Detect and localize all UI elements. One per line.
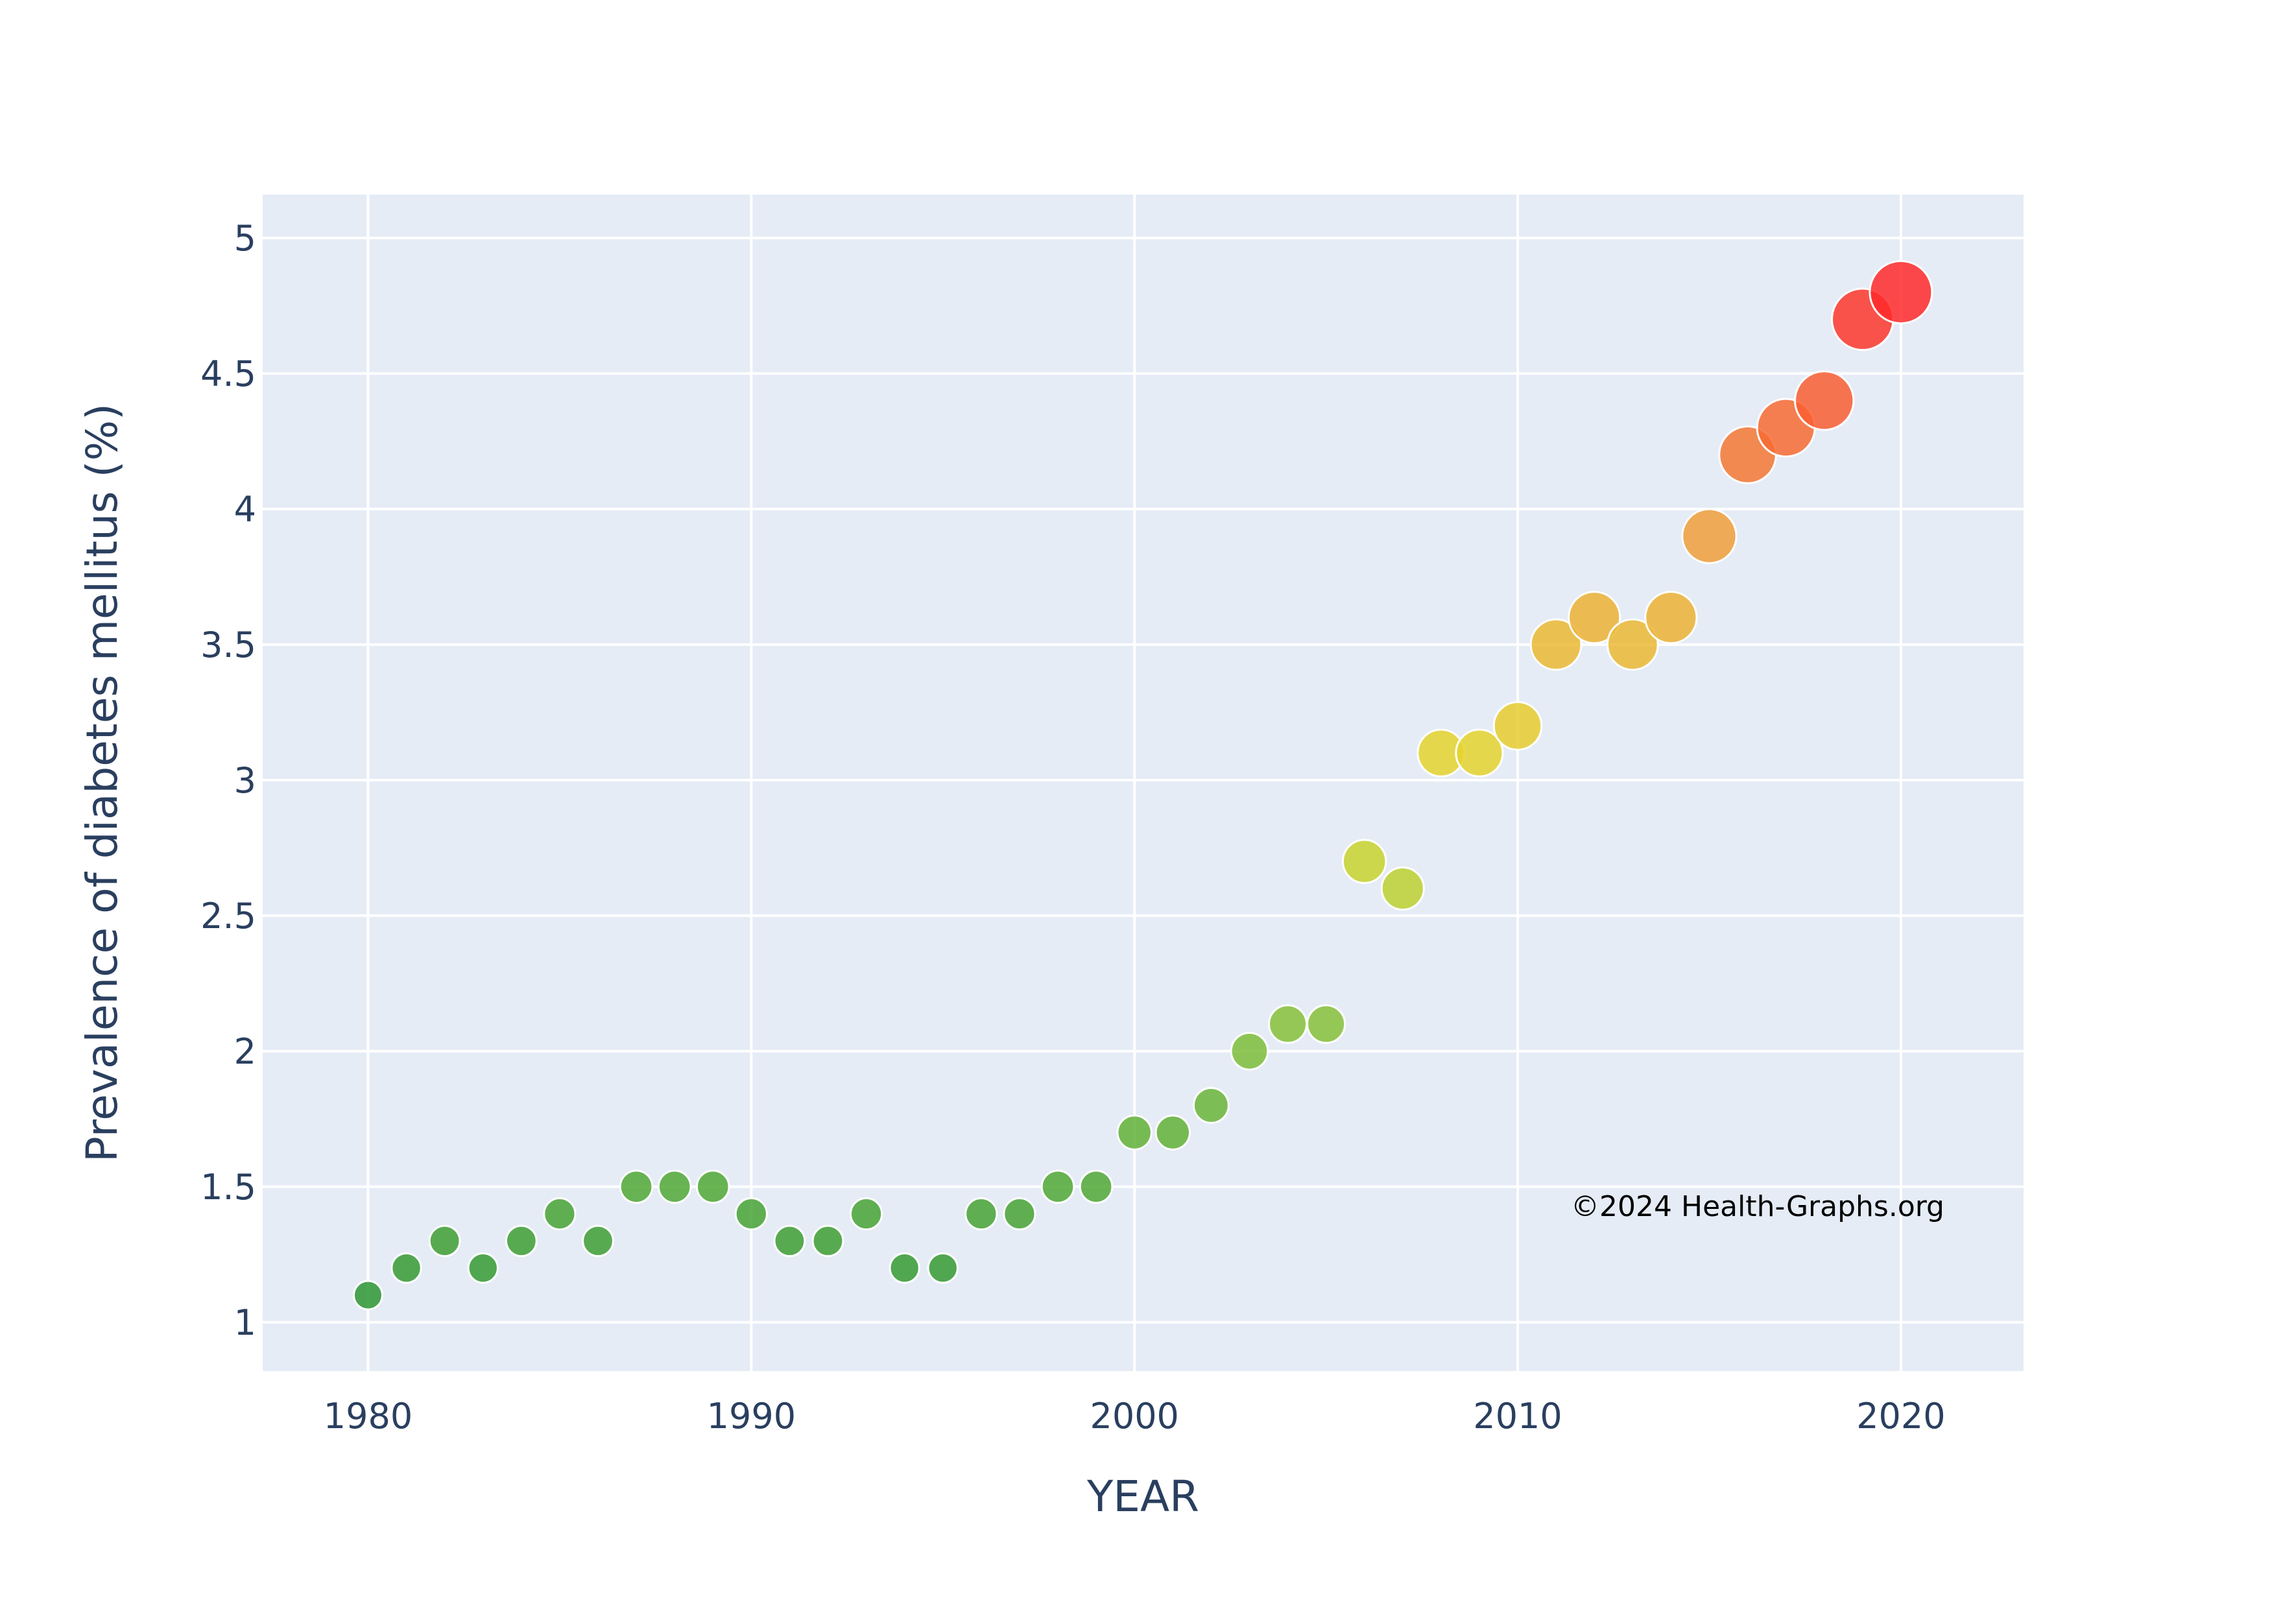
data-point bbox=[1681, 508, 1738, 564]
copyright-annotation: ©2024 Health-Graphs.org bbox=[1571, 1190, 1944, 1223]
data-point bbox=[505, 1224, 538, 1258]
grid-layer bbox=[263, 195, 2024, 1371]
y-tick-label: 2.5 bbox=[200, 896, 256, 937]
data-point bbox=[543, 1197, 577, 1231]
data-point bbox=[849, 1197, 883, 1231]
data-point bbox=[695, 1169, 730, 1204]
data-point bbox=[428, 1224, 461, 1258]
y-axis-title: Prevalence of diabetes mellitus (%) bbox=[77, 403, 127, 1162]
y-tick-label: 5 bbox=[234, 218, 256, 259]
data-point bbox=[582, 1224, 614, 1258]
data-point bbox=[1869, 259, 1933, 324]
data-point bbox=[390, 1252, 422, 1284]
data-point bbox=[889, 1252, 920, 1284]
data-point bbox=[1794, 370, 1855, 431]
data-point bbox=[352, 1280, 383, 1311]
data-point bbox=[964, 1197, 998, 1231]
x-tick-label: 2010 bbox=[1473, 1396, 1562, 1437]
x-tick-label: 1990 bbox=[707, 1396, 796, 1437]
data-point bbox=[1268, 1004, 1308, 1044]
data-point bbox=[1079, 1169, 1114, 1204]
data-point bbox=[734, 1197, 768, 1231]
data-point bbox=[773, 1224, 806, 1258]
data-point bbox=[1606, 618, 1659, 671]
data-point bbox=[1230, 1031, 1269, 1071]
data-point bbox=[1192, 1086, 1230, 1124]
y-tick-label: 3 bbox=[234, 760, 256, 801]
y-tick-label: 1.5 bbox=[200, 1167, 256, 1208]
plot-background bbox=[263, 195, 2024, 1371]
data-point bbox=[467, 1252, 499, 1284]
data-point-layer bbox=[352, 259, 1933, 1311]
x-tick-label: 2000 bbox=[1090, 1396, 1178, 1437]
data-point bbox=[619, 1169, 654, 1204]
data-point bbox=[1455, 728, 1504, 778]
data-point bbox=[1492, 700, 1543, 751]
data-point bbox=[1154, 1114, 1191, 1151]
tick-label-layer: 1980 1990 2000 2010 2020 1 1.5 2 2.5 3 3.5 4 4.5 5 bbox=[200, 218, 1946, 1437]
data-point bbox=[1341, 839, 1387, 884]
y-tick-label: 1 bbox=[234, 1302, 256, 1343]
data-point bbox=[1568, 590, 1621, 645]
y-tick-label: 4 bbox=[234, 489, 256, 530]
data-point bbox=[927, 1252, 959, 1284]
data-point bbox=[1644, 590, 1698, 645]
data-point bbox=[657, 1169, 692, 1204]
y-tick-label: 2 bbox=[234, 1031, 256, 1072]
y-tick-label: 4.5 bbox=[200, 353, 256, 394]
data-point bbox=[1529, 618, 1583, 671]
data-point bbox=[1003, 1197, 1036, 1231]
x-axis-title: YEAR bbox=[1086, 1472, 1199, 1522]
x-tick-label: 1980 bbox=[324, 1396, 412, 1437]
y-tick-label: 3.5 bbox=[200, 625, 256, 665]
data-point bbox=[1040, 1169, 1075, 1204]
data-point bbox=[1306, 1004, 1346, 1044]
x-tick-label: 2020 bbox=[1856, 1396, 1945, 1437]
data-point bbox=[811, 1224, 844, 1258]
data-point bbox=[1116, 1114, 1153, 1151]
data-point bbox=[1380, 866, 1425, 911]
